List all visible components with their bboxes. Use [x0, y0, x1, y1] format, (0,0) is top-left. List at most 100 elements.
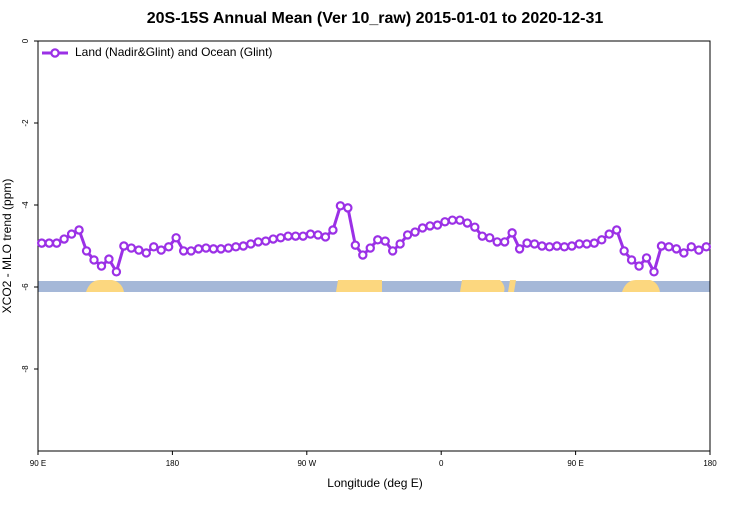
land-ocean-strip — [38, 280, 710, 292]
point — [514, 244, 525, 254]
point — [447, 215, 458, 225]
point — [462, 218, 473, 228]
x-tick-label: 90 E — [567, 459, 583, 468]
x-tick-label: 180 — [166, 459, 180, 468]
point — [163, 242, 174, 252]
point — [626, 255, 637, 265]
chart-title: 20S-15S Annual Mean (Ver 10_raw) 2015-01… — [147, 10, 604, 27]
point — [178, 246, 189, 256]
point — [81, 246, 92, 256]
y-tick-label: -8 — [21, 365, 30, 373]
point — [597, 235, 607, 245]
point — [455, 215, 465, 225]
point — [275, 233, 286, 243]
point — [611, 225, 622, 235]
point — [686, 242, 697, 252]
point — [417, 223, 428, 233]
point — [216, 244, 226, 254]
x-tick-label: 90 E — [30, 459, 46, 468]
point — [365, 243, 375, 253]
point — [410, 227, 420, 237]
point — [59, 234, 69, 244]
point — [499, 237, 510, 247]
point — [119, 241, 129, 251]
point — [567, 241, 577, 251]
point — [320, 232, 331, 242]
x-tick-label: 90 W — [297, 459, 316, 468]
point — [649, 267, 659, 277]
point — [522, 238, 532, 248]
legend-label: Land (Nadir&Glint) and Ocean (Glint) — [75, 45, 272, 59]
point — [694, 245, 704, 255]
point — [477, 231, 487, 241]
point — [679, 248, 689, 258]
point — [111, 267, 122, 277]
x-tick-label: 0 — [439, 459, 444, 468]
y-tick-label: -6 — [21, 283, 30, 291]
point — [701, 242, 711, 252]
point — [298, 231, 308, 241]
point — [529, 239, 540, 249]
point — [664, 242, 674, 252]
point — [290, 231, 301, 241]
point — [671, 244, 682, 254]
point — [485, 233, 495, 243]
y-axis-label: XCO2 - MLO trend (ppm) — [0, 179, 14, 314]
point — [141, 248, 151, 258]
point — [313, 230, 323, 240]
point — [544, 242, 555, 252]
point — [66, 229, 77, 239]
point — [126, 243, 137, 253]
y-tick-label: -2 — [21, 119, 30, 127]
point — [104, 254, 114, 264]
x-axis-label: Longitude (deg E) — [327, 476, 422, 490]
point — [238, 241, 249, 251]
point — [537, 241, 547, 251]
point — [246, 239, 256, 249]
point — [37, 238, 47, 248]
point — [253, 237, 263, 247]
point — [470, 222, 480, 232]
point — [589, 238, 599, 248]
point — [171, 233, 181, 243]
point — [358, 250, 368, 260]
point — [335, 201, 346, 211]
point — [350, 240, 361, 250]
point — [656, 241, 667, 251]
point — [261, 236, 271, 246]
point — [223, 243, 234, 253]
point — [604, 229, 614, 239]
point — [492, 237, 502, 247]
point — [634, 261, 644, 271]
point — [51, 238, 62, 248]
y-tick-label: 0 — [21, 38, 30, 43]
point — [559, 242, 570, 252]
point — [201, 243, 211, 253]
point — [283, 231, 293, 241]
point — [156, 245, 166, 255]
x-tick-label: 180 — [703, 459, 717, 468]
point — [134, 245, 144, 255]
y-tick-label: -4 — [21, 201, 30, 209]
point — [395, 239, 405, 249]
point — [186, 246, 196, 256]
point — [193, 244, 204, 254]
point — [305, 229, 316, 239]
point — [231, 242, 241, 252]
point — [44, 238, 54, 248]
point — [89, 255, 99, 265]
legend-marker — [50, 48, 60, 58]
point — [328, 225, 338, 235]
point — [641, 253, 652, 263]
point — [268, 234, 278, 244]
point — [582, 239, 592, 249]
point — [425, 221, 435, 231]
point — [402, 230, 413, 240]
point — [380, 236, 390, 246]
point — [507, 228, 517, 238]
point — [343, 203, 353, 213]
point — [74, 225, 84, 235]
point — [574, 239, 585, 249]
point — [432, 220, 443, 230]
